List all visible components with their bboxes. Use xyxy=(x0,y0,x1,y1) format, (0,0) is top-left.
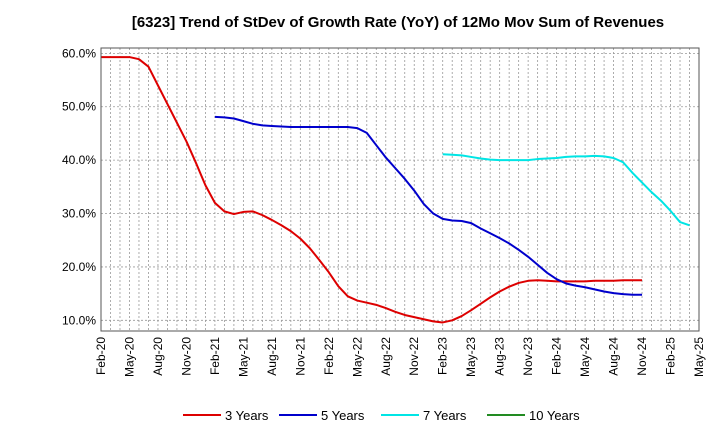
x-tick-label: Feb-21 xyxy=(208,337,222,375)
x-tick-label: May-24 xyxy=(578,337,592,377)
y-tick-label: 10.0% xyxy=(62,313,96,327)
y-tick-label: 40.0% xyxy=(62,153,96,167)
x-tick-label: May-25 xyxy=(692,337,706,377)
legend-label: 3 Years xyxy=(225,408,269,423)
x-tick-label: Feb-25 xyxy=(664,337,678,375)
plot-frame xyxy=(100,47,700,332)
grid-layer xyxy=(101,48,699,331)
y-tick-label: 30.0% xyxy=(62,207,96,221)
x-tick-label: May-21 xyxy=(236,337,250,377)
x-tick-label: Nov-22 xyxy=(407,337,421,376)
x-tick-label: Aug-20 xyxy=(151,337,165,376)
x-tick-label: Feb-22 xyxy=(322,337,336,375)
x-tick-label: Aug-21 xyxy=(265,337,279,376)
legend: 3 Years 5 Years 7 Years 10 Years xyxy=(183,408,580,423)
series-layer xyxy=(101,56,690,324)
y-axis-ticks: 10.0% 20.0% 30.0% 40.0% 50.0% 60.0% xyxy=(62,46,96,327)
x-tick-label: Feb-23 xyxy=(436,337,450,375)
legend-label: 10 Years xyxy=(529,408,580,423)
series-line-5-years xyxy=(214,115,643,296)
y-tick-label: 50.0% xyxy=(62,100,96,114)
x-tick-label: Nov-21 xyxy=(293,337,307,376)
legend-label: 7 Years xyxy=(423,408,467,423)
x-tick-label: Feb-20 xyxy=(94,337,108,375)
x-tick-label: Feb-24 xyxy=(550,337,564,375)
x-tick-label: May-23 xyxy=(464,337,478,377)
x-tick-label: Nov-20 xyxy=(179,337,193,376)
series-line-7-years xyxy=(442,153,690,227)
x-axis-ticks: Feb-20 May-20 Aug-20 Nov-20 Feb-21 May-21 Aug-… xyxy=(94,337,706,377)
x-tick-label: Nov-23 xyxy=(521,337,535,376)
x-tick-label: Aug-22 xyxy=(379,337,393,376)
series-line-3-years xyxy=(101,56,643,324)
y-tick-label: 60.0% xyxy=(62,46,96,60)
x-tick-label: May-20 xyxy=(122,337,136,377)
y-tick-label: 20.0% xyxy=(62,260,96,274)
x-tick-label: Nov-24 xyxy=(635,337,649,376)
x-tick-label: Aug-24 xyxy=(607,337,621,376)
chart-title: [6323] Trend of StDev of Growth Rate (Yo… xyxy=(132,14,664,31)
x-tick-label: May-22 xyxy=(350,337,364,377)
legend-label: 5 Years xyxy=(321,408,365,423)
x-tick-label: Aug-23 xyxy=(493,337,507,376)
